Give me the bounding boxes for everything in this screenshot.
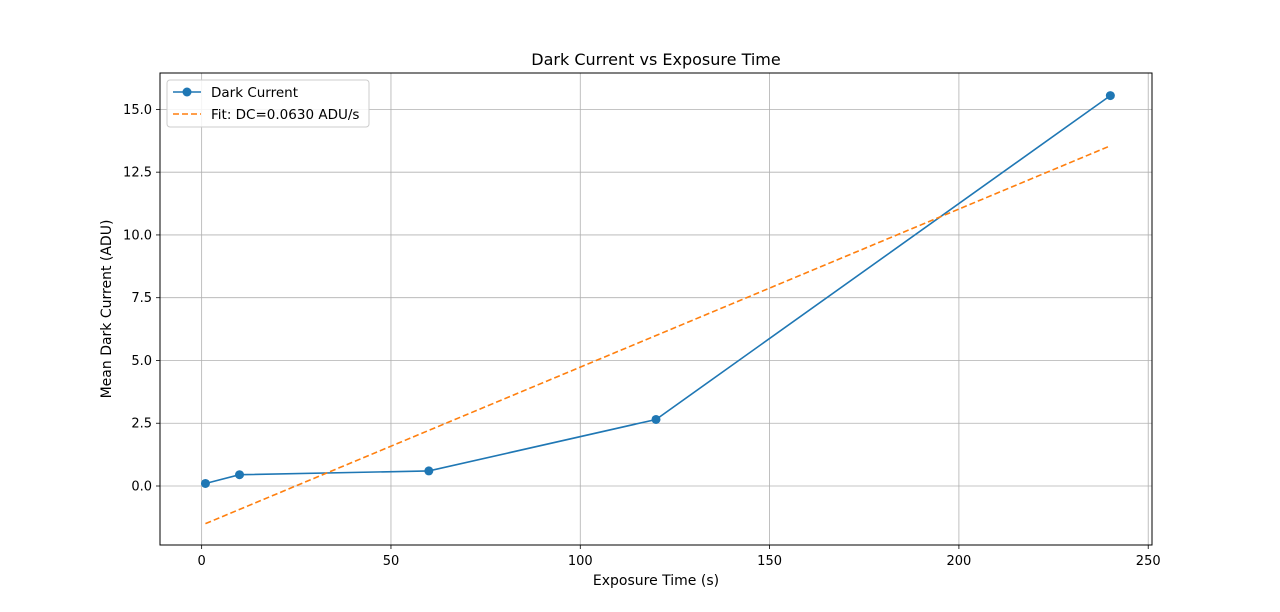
legend-box xyxy=(166,79,370,128)
y-tick-label: 7.5 xyxy=(131,291,152,306)
x-tick-label: 250 xyxy=(1136,554,1161,569)
ticks: 0 50 100 150 200 250 0.0 2.5 5.0 7.5 10.0 12.5 15.0 xyxy=(123,103,1161,569)
x-tick-label: 50 xyxy=(383,554,400,569)
data-point xyxy=(200,478,210,488)
x-tick-label: 100 xyxy=(568,554,593,569)
y-tick-label: 12.5 xyxy=(123,166,152,181)
y-axis-label: Mean Dark Current (ADU) xyxy=(99,220,115,399)
x-tick-label: 0 xyxy=(198,554,206,569)
data-point xyxy=(651,414,661,424)
grid xyxy=(160,73,1152,545)
x-tick-label: 200 xyxy=(946,554,971,569)
plot-frame xyxy=(159,72,1153,546)
y-tick-label: 0.0 xyxy=(131,480,152,495)
legend: Dark Current Fit: DC=0.0630 ADU/s xyxy=(166,79,370,128)
series-layer xyxy=(200,91,1115,525)
series-line-1 xyxy=(205,145,1111,525)
data-point xyxy=(1105,91,1115,101)
y-tick-label: 10.0 xyxy=(123,228,152,243)
legend-label-fit: Fit: DC=0.0630 ADU/s xyxy=(211,107,359,123)
chart-title: Dark Current vs Exposure Time xyxy=(531,50,780,69)
data-point xyxy=(424,466,434,476)
legend-marker-dark-current xyxy=(182,87,192,97)
y-tick-label: 2.5 xyxy=(131,417,152,432)
data-point xyxy=(235,470,245,480)
x-axis-label: Exposure Time (s) xyxy=(593,573,719,589)
y-tick-label: 15.0 xyxy=(123,103,152,118)
y-tick-label: 5.0 xyxy=(131,354,152,369)
legend-label-dark-current: Dark Current xyxy=(211,85,298,101)
x-tick-label: 150 xyxy=(757,554,782,569)
